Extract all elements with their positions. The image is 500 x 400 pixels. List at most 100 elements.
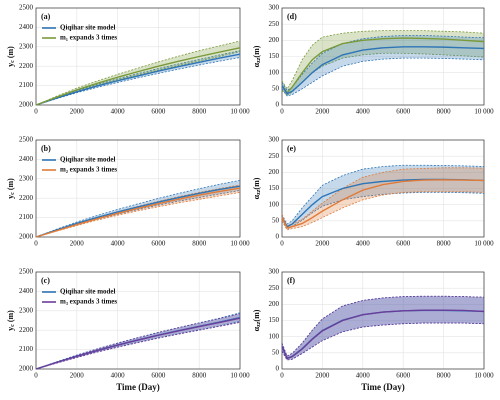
y-tick-label: 250 [269,284,280,292]
y-tick-label: 2100 [19,81,34,89]
x-tick-label: 6000 [151,108,166,116]
x-tick-label: 8000 [192,372,207,380]
y-tick-label: 200 [269,168,280,176]
y-tick-label: 150 [269,52,280,60]
x-tick-label: 2000 [315,372,330,380]
y-tick-label: 100 [269,68,280,76]
x-tick-label: 0 [280,240,284,248]
x-tick-label: 2000 [315,108,330,116]
y-tick-label: 2200 [19,326,34,334]
y-tick-label: 2100 [19,213,34,221]
bound-line [281,191,485,231]
y-tick-label: 300 [269,268,280,276]
x-tick-label: 10 000 [474,108,494,116]
band [282,35,484,96]
y-tick-label: 0 [276,233,280,241]
bound-line [35,322,241,370]
bound-line [281,57,485,97]
y-label-sub: c [10,324,16,327]
legend-label: Qiqihar site model [60,288,116,296]
series-line [281,46,485,95]
x-tick-label: 2000 [70,372,85,380]
y-tick-label: 2300 [19,306,34,314]
x-tick-label: 10 000 [474,372,494,380]
x-tick-label: 0 [280,372,284,380]
series-line [35,187,241,238]
y-tick-label: 2400 [19,23,34,31]
y-axis-label: αzz(m) [252,45,263,67]
y-tick-label: 2200 [19,194,34,202]
plot-frame [281,139,485,238]
x-tick-label: 6000 [396,108,411,116]
panel-label: (e) [287,144,296,153]
y-tick-label: 2300 [19,42,34,50]
series-line [281,179,485,229]
x-axis-label: Time (Day) [116,382,160,392]
panel: 0 50 100 150 200 250 300 0 2000 4000 6000 8000 10 00… [252,4,494,116]
y-tick-label: 150 [269,316,280,324]
legend-label: Qiqihar site model [60,24,116,32]
band [282,296,484,360]
band [36,313,240,369]
series-line [281,309,485,360]
y-tick-label: 2500 [19,136,34,144]
y-label-unit: (m) [252,177,261,189]
x-tick-label: 6000 [151,240,166,248]
x-tick-label: 4000 [111,372,126,380]
band [36,312,240,369]
x-tick-label: 0 [34,108,38,116]
x-tick-label: 0 [34,372,38,380]
x-tick-label: 6000 [396,372,411,380]
x-tick-label: 10 000 [230,240,250,248]
y-label-sub: zz [256,189,262,195]
y-tick-label: 250 [269,152,280,160]
panel: 0 50 100 150 200 250 300 0 2000 4000 6000 8000 10 00… [252,136,494,248]
y-tick-label: 100 [269,332,280,340]
y-tick-label: 300 [269,136,280,144]
y-tick-label: 2100 [19,345,34,353]
y-label-main: α [252,194,261,199]
y-tick-label: 50 [272,84,280,92]
bound-line [35,321,241,370]
y-label-main: α [252,326,261,331]
x-tick-label: 0 [280,108,284,116]
x-tick-label: 6000 [151,372,166,380]
x-tick-label: 8000 [192,240,207,248]
bound-line [35,57,241,106]
x-tick-label: 4000 [111,240,126,248]
band [282,296,484,360]
y-label-unit: (m) [6,178,15,192]
legend-label: m₃ expands 3 times [60,298,117,306]
x-tick-label: 2000 [70,108,85,116]
x-tick-label: 10 000 [474,240,494,248]
y-label-sub: zz [256,57,262,63]
y-axis-label: yc (m) [6,310,17,331]
y-label-unit: (m) [6,46,15,60]
y-tick-label: 2000 [19,365,34,373]
panel-label: (f) [287,276,295,285]
x-tick-label: 8000 [437,372,452,380]
plot-frame [281,7,485,106]
panel-label: (c) [41,276,50,285]
series-line [35,53,241,106]
y-tick-label: 0 [276,365,280,373]
y-axis-label: yc (m) [6,178,17,199]
y-axis-label: αzz(m) [252,177,263,199]
series-line [35,317,241,370]
x-axis-label: Time (Day) [361,382,405,392]
y-tick-label: 50 [272,348,280,356]
bound-line [35,40,241,106]
x-tick-label: 8000 [192,108,207,116]
legend-label: Qiqihar site model [60,156,116,164]
x-tick-label: 2000 [70,240,85,248]
y-label-main: y [6,63,15,67]
bound-line [35,313,241,370]
y-tick-label: 2500 [19,4,34,12]
series-line [35,185,241,238]
y-label-unit: (m) [252,45,261,57]
y-tick-label: 2200 [19,62,34,70]
y-label-unit: (m) [252,309,261,321]
y-axis-label: αzz(m) [252,309,263,331]
